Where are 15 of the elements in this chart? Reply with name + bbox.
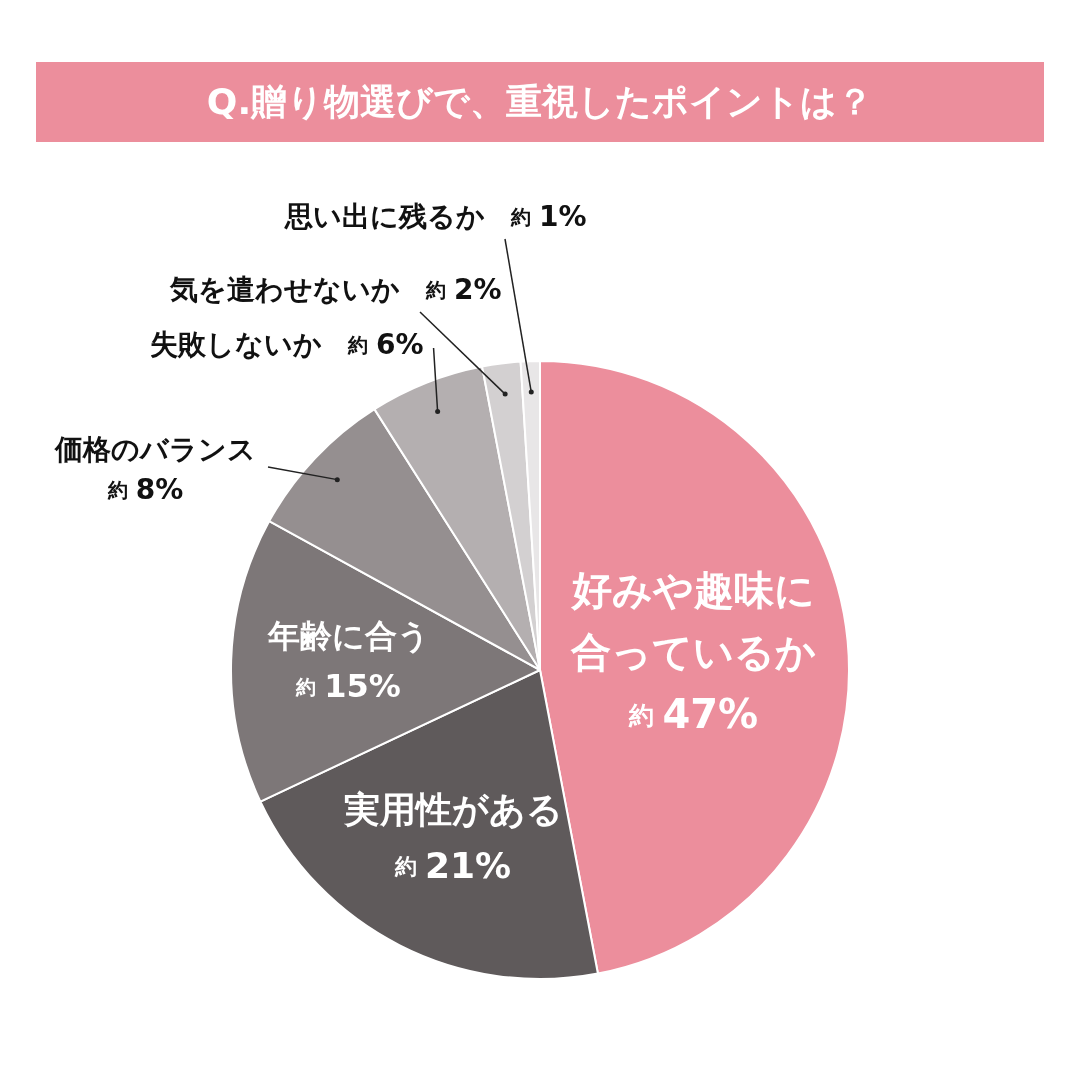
slice-label: 失敗しないか xyxy=(150,328,322,362)
slice-label: 実用性がある xyxy=(342,789,563,831)
data-label: 約 47% xyxy=(628,690,759,737)
data-label: 約 21% xyxy=(393,844,512,886)
slice-label: 気を遣わせないか xyxy=(169,273,400,307)
chart-title: Q.贈り物選びで、重視したポイントは？ xyxy=(36,62,1044,142)
data-label: 約 8% xyxy=(106,473,184,507)
slice-label: 価格のバランス xyxy=(54,433,256,467)
data-label: 約 1% xyxy=(510,200,587,234)
slice-label: 思い出に残るか xyxy=(284,200,485,234)
slice-label: 年齢に合う xyxy=(266,617,430,656)
data-label: 約 15% xyxy=(295,667,401,706)
data-label: 約 2% xyxy=(425,273,502,307)
slice-label: 好みや趣味に合っているか xyxy=(570,566,817,675)
data-label: 約 6% xyxy=(347,328,424,362)
